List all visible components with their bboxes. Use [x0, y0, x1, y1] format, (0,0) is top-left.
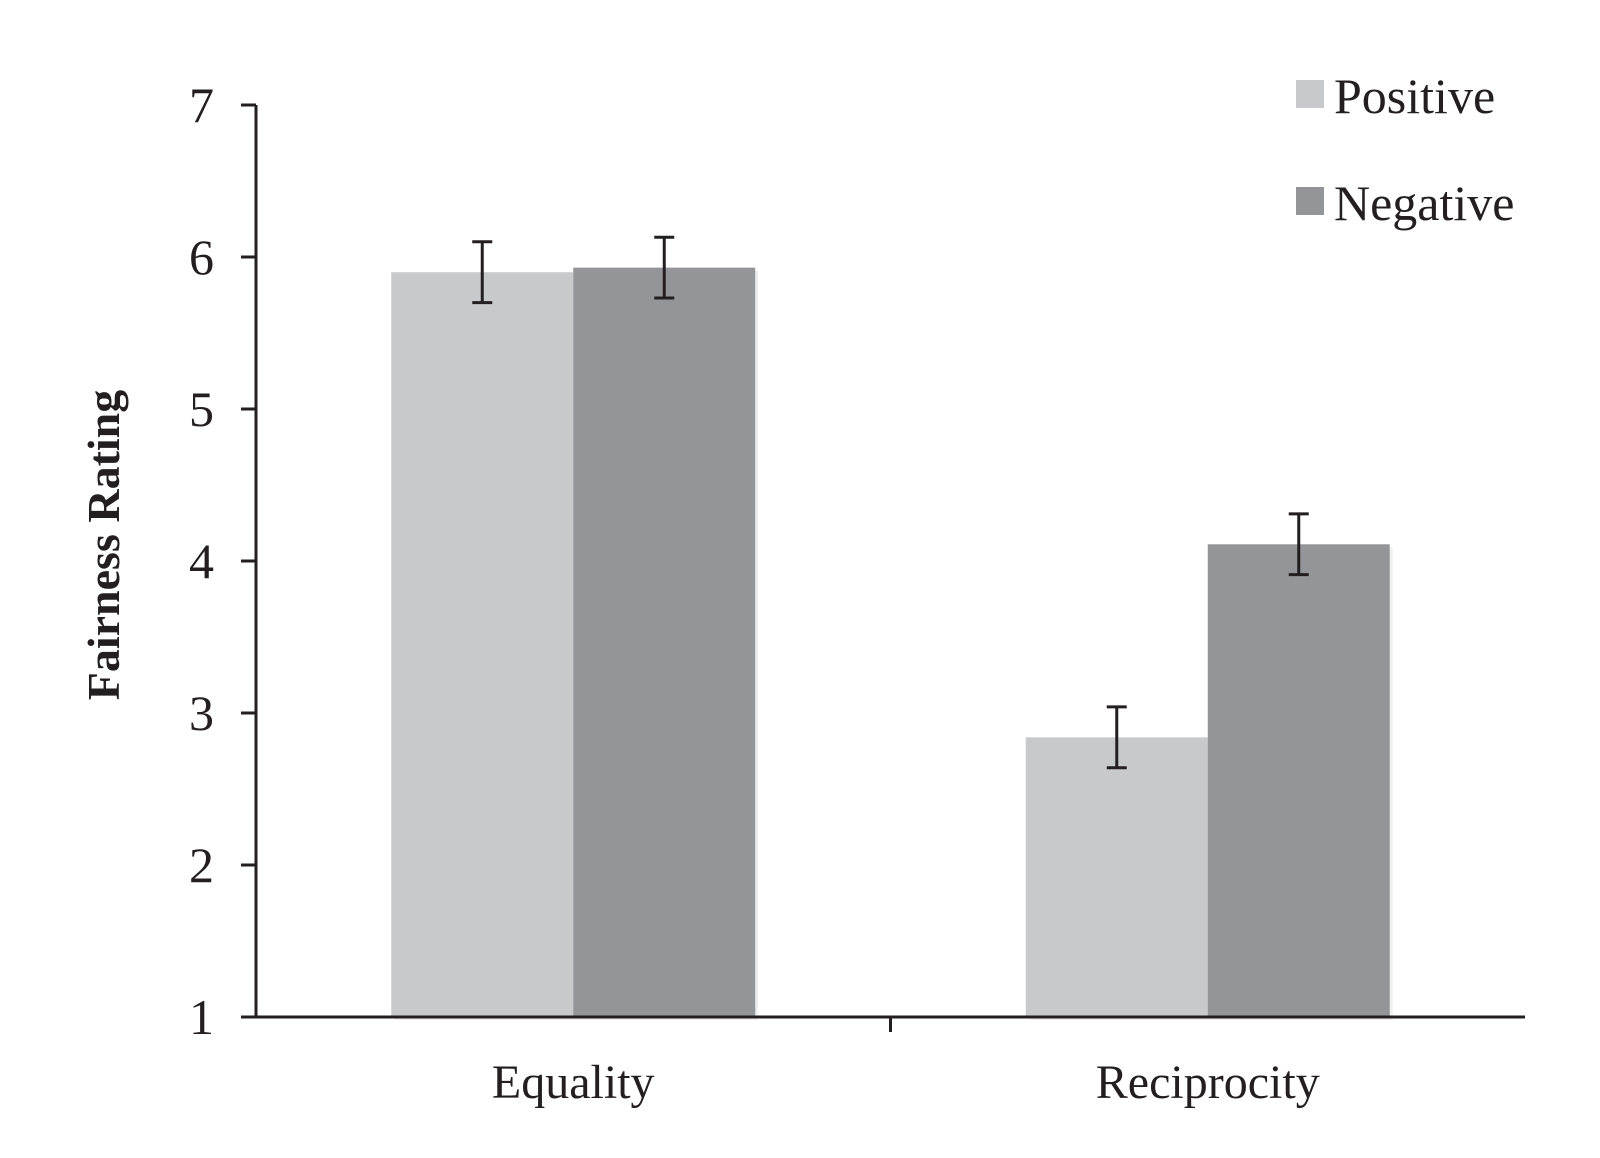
y-axis-title: Fairness Rating — [78, 390, 129, 701]
x-category-label: Equality — [492, 1056, 655, 1109]
y-tick-label: 4 — [189, 533, 214, 589]
legend-swatch-negative — [1296, 187, 1324, 215]
legend: Positive Negative — [1296, 68, 1514, 231]
y-tick-label: 7 — [189, 77, 214, 133]
error-bar — [1288, 512, 1309, 577]
bar-positive-equality — [391, 272, 574, 1017]
bar-negative-reciprocity — [1207, 544, 1390, 1017]
y-tick-label: 3 — [189, 685, 214, 741]
y-tick-label: 1 — [189, 989, 214, 1045]
legend-swatch-positive — [1296, 80, 1324, 108]
error-bars-layer — [472, 235, 1309, 770]
error-bar — [1106, 705, 1127, 770]
bar-negative-equality — [573, 267, 756, 1017]
error-bar — [654, 235, 675, 300]
x-category-label: Reciprocity — [1096, 1056, 1320, 1109]
legend-label-positive: Positive — [1334, 68, 1495, 124]
error-bar — [472, 240, 493, 305]
bars-layer — [391, 267, 1393, 1020]
y-tick-label: 6 — [189, 229, 214, 285]
y-tick-label: 2 — [189, 837, 214, 893]
y-tick-label: 5 — [189, 381, 214, 437]
y-ticks-layer: 1 2 3 4 5 6 7 — [189, 77, 256, 1045]
legend-label-negative: Negative — [1334, 175, 1514, 231]
x-categories-layer: Equality Reciprocity — [492, 1017, 1320, 1109]
bar-positive-reciprocity — [1025, 737, 1208, 1017]
